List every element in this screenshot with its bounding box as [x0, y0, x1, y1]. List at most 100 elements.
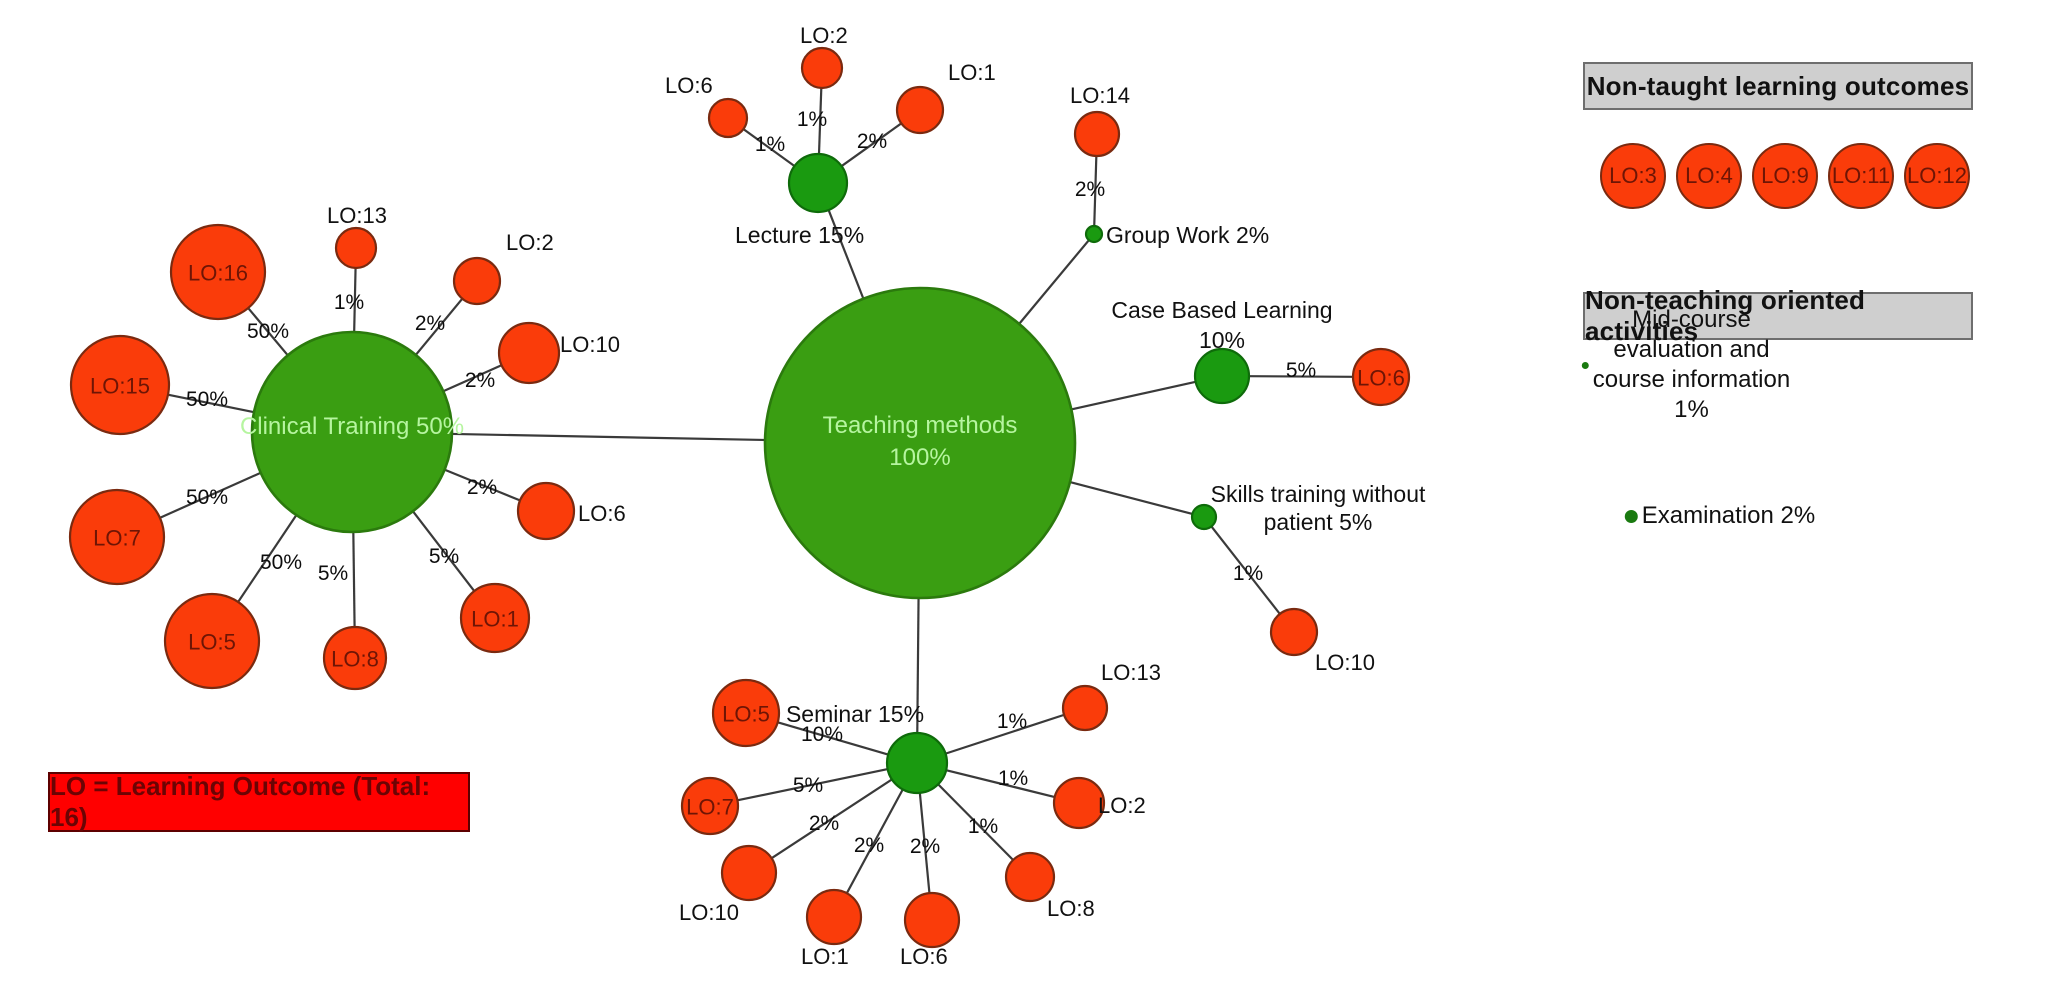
lo-node-clinical_training-LO10-7[interactable]: [497, 321, 561, 385]
edge-clinical_training-to-LO8-4: [352, 532, 356, 627]
lo-node-clinical_training-LO5-3[interactable]: [163, 592, 261, 690]
lo-node-clinical_training-LO8-4-label: LO:8: [331, 647, 379, 672]
edge-root-to-clinical_training: [452, 432, 765, 442]
method-node-case_based_learning-label: Case Based Learning: [1111, 297, 1332, 323]
legend-lo-chip-LO9: LO:9: [1752, 143, 1818, 209]
method-node-skills_training[interactable]: [1190, 503, 1218, 531]
edge-root-to-seminar: [916, 598, 920, 733]
edges-layer: [159, 88, 1353, 894]
edge-percent-seminar-LO10-2: 2%: [809, 812, 839, 835]
lo-node-seminar-LO6-4[interactable]: [903, 891, 961, 949]
edge-root-to-group_work: [1018, 239, 1090, 325]
edge-percent-skills_training-LO10-0: 1%: [1233, 562, 1263, 585]
method-node-clinical_training-label: Clinical Training 50%: [240, 413, 464, 440]
activity-bullet-icon: [1581, 361, 1589, 369]
lo-node-lecture-LO6-0[interactable]: [707, 97, 749, 139]
method-node-group_work-label: Group Work 2%: [1106, 222, 1269, 248]
edge-lecture-to-LO2-1: [817, 88, 823, 154]
lo-node-clinical_training-LO16-0[interactable]: [169, 223, 267, 321]
lo-node-clinical_training-LO16-0-label: LO:16: [188, 261, 248, 286]
edge-seminar-to-LO7-1: [737, 768, 888, 802]
edge-percent-seminar-LO5-0: 10%: [801, 723, 843, 746]
legend-lo-chip-LO3: LO:3: [1600, 143, 1666, 209]
edge-clinical_training-to-LO7-2: [159, 471, 261, 519]
edge-clinical_training-to-LO1-5: [412, 511, 475, 592]
lo-node-clinical_training-LO2-8[interactable]: [452, 256, 502, 306]
lo-node-lecture-LO1-2[interactable]: [895, 85, 945, 135]
edge-seminar-to-LO8-5: [937, 783, 1014, 861]
edge-percent-clinical_training-LO1-5: 5%: [429, 545, 459, 568]
lo-node-seminar-LO5-0[interactable]: [711, 678, 781, 748]
lo-node-lecture-LO1-2-label: LO:1: [948, 60, 996, 85]
lo-node-seminar-LO6-4-label: LO:6: [900, 944, 948, 969]
method-node-group_work[interactable]: [1084, 224, 1104, 244]
edge-clinical_training-to-LO13-9: [353, 268, 357, 332]
lo-node-case_based_learning-LO6-0-label: LO:6: [1357, 366, 1405, 391]
legend-activity-label-0: Mid-course evaluation and course informa…: [1592, 306, 1791, 423]
lo-node-clinical_training-LO6-6[interactable]: [516, 481, 576, 541]
lo-node-seminar-LO1-3[interactable]: [805, 888, 863, 946]
lo-node-clinical_training-LO7-2[interactable]: [68, 488, 166, 586]
lo-node-skills_training-LO10-0[interactable]: [1269, 607, 1319, 657]
lo-node-clinical_training-LO13-9-label: LO:13: [327, 203, 387, 228]
lo-node-clinical_training-LO7-2-label: LO:7: [93, 526, 141, 551]
edge-seminar-to-LO2-6: [946, 769, 1055, 798]
edge-root-to-skills_training: [1070, 481, 1193, 515]
edge-seminar-to-LO5-0: [777, 721, 889, 756]
edge-lecture-to-LO6-0: [743, 128, 795, 167]
edge-percent-clinical_training-LO8-4: 5%: [318, 562, 348, 585]
edge-percent-clinical_training-LO16-0: 50%: [247, 320, 289, 343]
legend-activity-item-0: Mid-course evaluation and course informa…: [1581, 305, 1791, 425]
method-node-case_based_learning[interactable]: [1193, 347, 1251, 405]
edge-case_based_learning-to-LO6-0: [1249, 375, 1353, 378]
lo-node-group_work-LO14-0-label: LO:14: [1070, 83, 1130, 108]
edge-clinical_training-to-LO16-0: [247, 307, 289, 356]
edge-seminar-to-LO13-7: [945, 713, 1064, 755]
root-node-teaching-methods[interactable]: [763, 286, 1077, 600]
lo-node-clinical_training-LO15-1[interactable]: [69, 334, 171, 436]
lo-node-seminar-LO10-2[interactable]: [720, 844, 778, 902]
legend-lo-key-text: LO = Learning Outcome (Total: 16): [50, 771, 431, 832]
lo-node-seminar-LO13-7[interactable]: [1061, 684, 1109, 732]
edge-lecture-to-LO1-2: [841, 122, 902, 167]
edge-clinical_training-to-LO15-1: [168, 393, 254, 414]
edge-percent-seminar-LO7-1: 5%: [793, 774, 823, 797]
method-node-seminar-label: Seminar 15%: [786, 701, 924, 727]
legend-non-teaching-title: Non-teaching oriented activities: [1585, 285, 1866, 346]
lo-node-group_work-LO14-0[interactable]: [1073, 110, 1121, 158]
legend-lo-chip-LO11: LO:11: [1828, 143, 1894, 209]
lo-node-skills_training-LO10-0-label: LO:10: [1315, 650, 1375, 675]
lo-node-clinical_training-LO2-8-label: LO:2: [506, 230, 554, 255]
method-node-clinical_training[interactable]: [250, 330, 454, 534]
legend-activity-label-1: Examination 2%: [1641, 502, 1816, 529]
lo-node-seminar-LO8-5-label: LO:8: [1047, 896, 1095, 921]
edge-group_work-to-LO14-0: [1093, 156, 1098, 226]
method-node-seminar[interactable]: [885, 731, 949, 795]
method-node-lecture-label: Lecture 15%: [735, 222, 864, 248]
lo-node-seminar-LO2-6[interactable]: [1052, 776, 1106, 830]
lo-node-seminar-LO2-6-label: LO:2: [1098, 793, 1146, 818]
lo-node-clinical_training-LO10-7-label: LO:10: [560, 332, 620, 357]
edge-percent-group_work-LO14-0: 2%: [1075, 178, 1105, 201]
lo-node-clinical_training-LO8-4[interactable]: [322, 625, 388, 691]
lo-node-clinical_training-LO5-3-label: LO:5: [188, 630, 236, 655]
lo-node-seminar-LO7-1[interactable]: [680, 776, 740, 836]
lo-node-seminar-LO13-7-label: LO:13: [1101, 660, 1161, 685]
method-node-lecture[interactable]: [787, 152, 849, 214]
lo-node-case_based_learning-LO6-0[interactable]: [1351, 347, 1411, 407]
edge-percent-seminar-LO1-3: 2%: [854, 834, 884, 857]
lo-node-seminar-LO10-2-label: LO:10: [679, 900, 739, 925]
lo-node-seminar-LO7-1-label: LO:7: [686, 795, 734, 820]
edge-percent-clinical_training-LO13-9: 1%: [334, 291, 364, 314]
lo-node-clinical_training-LO13-9[interactable]: [334, 226, 378, 270]
lo-node-clinical_training-LO1-5[interactable]: [459, 582, 531, 654]
edge-clinical_training-to-LO2-8: [415, 298, 463, 356]
method-node-skills_training-value: patient 5%: [1264, 509, 1373, 535]
lo-node-lecture-LO2-1[interactable]: [800, 46, 844, 90]
legend-lo-chip-LO12: LO:12: [1904, 143, 1970, 209]
lo-node-seminar-LO8-5[interactable]: [1004, 851, 1056, 903]
activity-bullet-icon: [1624, 509, 1638, 523]
edge-percent-clinical_training-LO2-8: 2%: [415, 312, 445, 335]
edge-percent-seminar-LO8-5: 1%: [968, 815, 998, 838]
